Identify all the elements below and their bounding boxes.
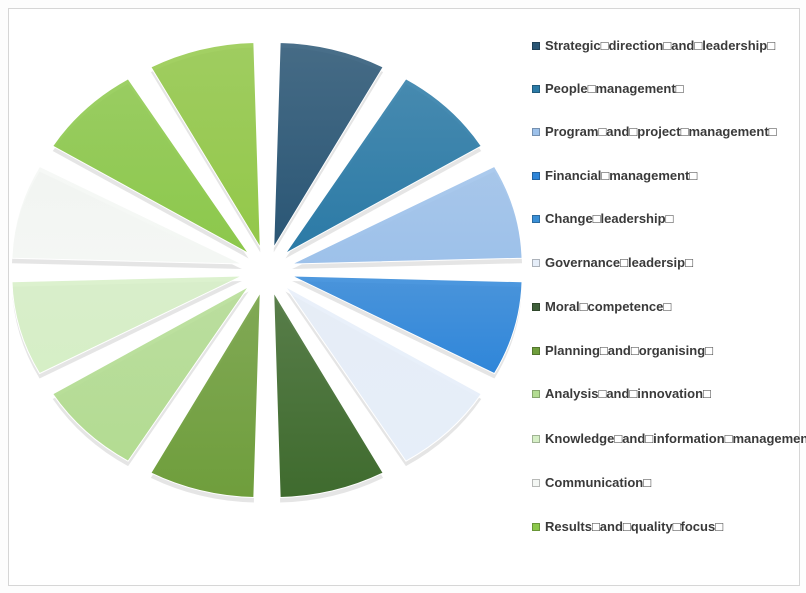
pie-slice — [51, 78, 250, 254]
legend-swatch — [532, 85, 540, 93]
legend-label: Knowledge□and□information□management□ — [545, 431, 806, 446]
pie-slice — [150, 41, 261, 250]
legend-label: Results□and□quality□focus□ — [545, 519, 724, 534]
legend-item: Moral□competence□ — [532, 299, 671, 314]
legend-swatch — [532, 390, 540, 398]
legend-swatch — [532, 215, 540, 223]
pie-slice — [11, 275, 243, 375]
pie-slice — [51, 286, 250, 462]
legend-item: Results□and□quality□focus□ — [532, 519, 723, 534]
pie-slice — [291, 275, 523, 375]
pie-slice — [284, 78, 483, 254]
legend-label: Analysis□and□innovation□ — [545, 386, 711, 401]
pie-slice — [273, 41, 384, 250]
legend-label: People□management□ — [545, 81, 684, 96]
pie-slice — [150, 290, 261, 499]
legend-label: Strategic□direction□and□leadership□ — [545, 38, 776, 53]
legend-swatch — [532, 172, 540, 180]
chart-legend: Strategic□direction□and□leadership□ Peopl… — [532, 0, 806, 593]
legend-swatch — [532, 259, 540, 267]
legend-item: Planning□and□organising□ — [532, 343, 713, 358]
legend-label: Governance□leadersip□ — [545, 255, 693, 270]
pie-slice — [284, 286, 483, 462]
legend-swatch — [532, 128, 540, 136]
legend-swatch — [532, 479, 540, 487]
legend-label: Moral□competence□ — [545, 299, 672, 314]
legend-item: Financial□management□ — [532, 168, 697, 183]
pie-slice — [273, 290, 384, 499]
legend-item: Program□and□project□management□ — [532, 124, 777, 139]
legend-label: Change□leadership□ — [545, 211, 674, 226]
legend-label: Financial□management□ — [545, 168, 698, 183]
legend-item: Governance□leadersip□ — [532, 255, 693, 270]
legend-swatch — [532, 42, 540, 50]
legend-swatch — [532, 523, 540, 531]
legend-item: Communication□ — [532, 475, 651, 490]
legend-item: Analysis□and□innovation□ — [532, 386, 711, 401]
legend-label: Program□and□project□management□ — [545, 124, 777, 139]
legend-item: Strategic□direction□and□leadership□ — [532, 38, 775, 53]
legend-item: Knowledge□and□information□management□ — [532, 431, 806, 446]
legend-label: Communication□ — [545, 475, 652, 490]
legend-item: People□management□ — [532, 81, 684, 96]
legend-swatch — [532, 347, 540, 355]
legend-label: Planning□and□organising□ — [545, 343, 714, 358]
pie-slice — [291, 165, 523, 265]
legend-swatch — [532, 435, 540, 443]
pie-slice — [11, 165, 243, 265]
legend-swatch — [532, 303, 540, 311]
legend-item: Change□leadership□ — [532, 211, 673, 226]
